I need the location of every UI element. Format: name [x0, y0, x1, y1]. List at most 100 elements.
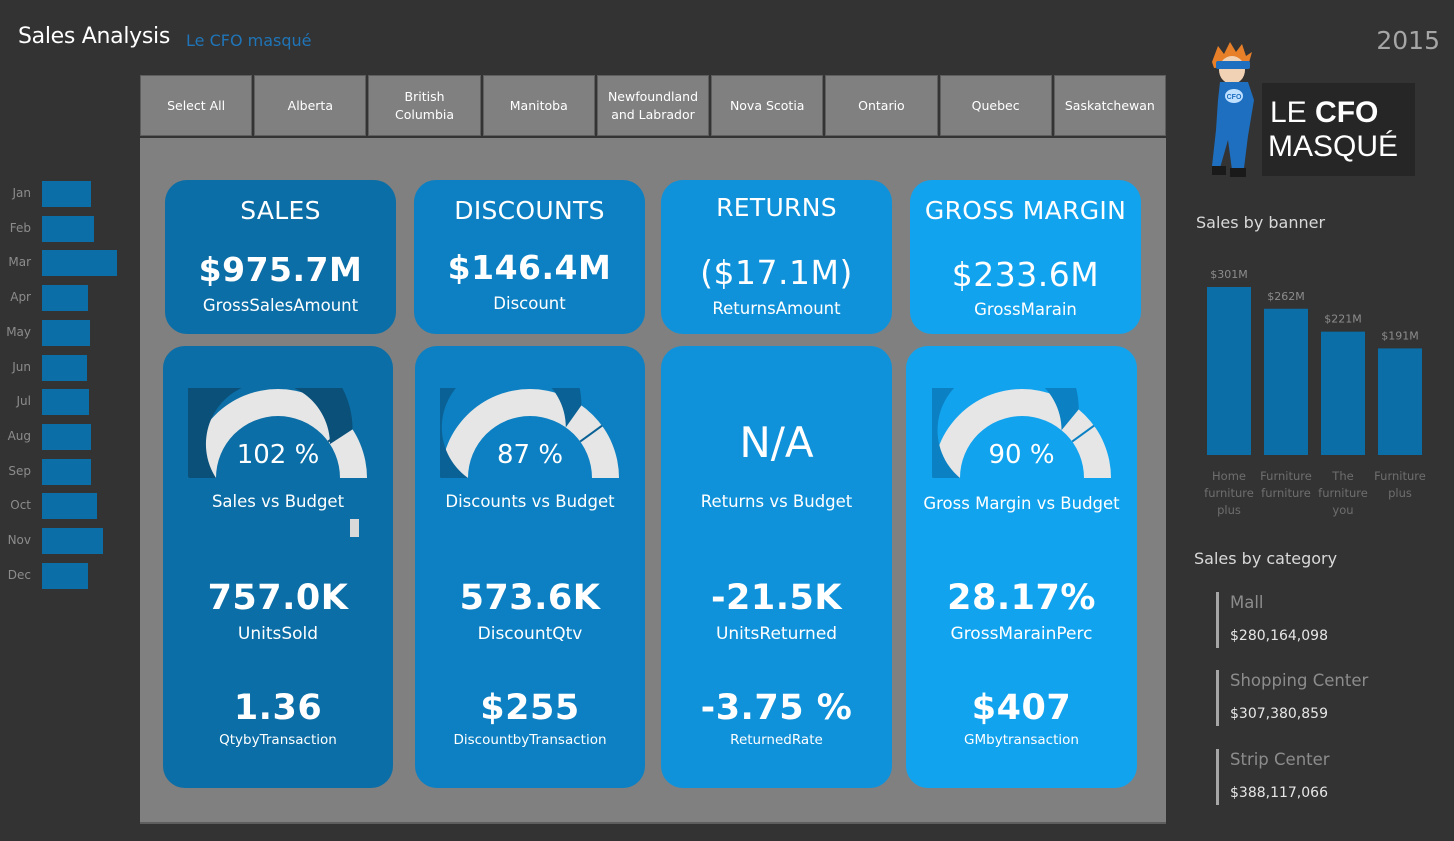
- banner-bar[interactable]: [1321, 331, 1365, 455]
- month-bar-row[interactable]: Jan: [0, 181, 140, 207]
- sales-kpi-card[interactable]: SALES $975.7M GrossSalesAmount: [165, 180, 396, 334]
- slicer-alberta[interactable]: Alberta: [254, 75, 367, 136]
- kpi-value: $233.6M: [951, 255, 1100, 294]
- gauge-label: Gross Margin vs Budget: [923, 494, 1120, 513]
- month-bar[interactable]: [42, 250, 117, 277]
- kpi-title: GROSS MARGIN: [924, 196, 1127, 225]
- metric-value: 757.0K: [207, 578, 349, 618]
- svg-text:LE CFO: LE CFO: [1270, 96, 1378, 129]
- metric-label: UnitsSold: [237, 624, 319, 644]
- month-label: Feb: [9, 220, 31, 235]
- discounts-detail-card: 87 % Discounts vs Budget 573.6K Discount…: [415, 346, 645, 788]
- category-value: $388,117,066: [1230, 785, 1328, 801]
- month-label: Jun: [12, 359, 31, 374]
- month-label: May: [6, 324, 31, 339]
- category-title: Sales by category: [1194, 549, 1338, 568]
- banner-category-label: plus: [1388, 486, 1412, 500]
- month-bar[interactable]: [42, 389, 89, 416]
- svg-text:CFO: CFO: [1227, 94, 1242, 101]
- month-bar[interactable]: [42, 423, 91, 450]
- province-slicer: Select All Alberta British Columbia Mani…: [140, 75, 1166, 136]
- month-bar[interactable]: [42, 319, 90, 346]
- gauge-label: Discounts vs Budget: [445, 492, 615, 511]
- report-subtitle: Le CFO masqué: [186, 31, 312, 50]
- category-card-shopping-center[interactable]: Shopping Center $307,380,859: [1216, 670, 1439, 726]
- banner-chart-title: Sales by banner: [1196, 213, 1326, 232]
- gauge-fill: [931, 388, 1079, 478]
- kpi-label: Discount: [493, 294, 566, 313]
- banner-category-label: you: [1332, 503, 1353, 517]
- gauge-percent: 90 %: [988, 440, 1055, 470]
- banner-data-label: $262M: [1267, 290, 1305, 303]
- month-bar-row[interactable]: Oct: [0, 493, 140, 520]
- slicer-saskatchewan[interactable]: Saskatchewan: [1053, 75, 1166, 136]
- kpi-label: GrossMarain: [974, 300, 1077, 319]
- month-bar[interactable]: [42, 285, 88, 312]
- slicer-quebec[interactable]: Quebec: [939, 75, 1052, 136]
- month-bar-row[interactable]: Sep: [0, 458, 140, 485]
- gauge-percent: 102 %: [236, 440, 320, 470]
- gauge-target-line: [579, 424, 603, 443]
- month-bar[interactable]: [42, 458, 91, 485]
- month-bar-row[interactable]: Jun: [0, 354, 140, 381]
- kpi-label: ReturnsAmount: [712, 299, 841, 318]
- report-title: Sales Analysis: [18, 24, 170, 49]
- returns-gauge-na: N/A: [739, 418, 814, 467]
- gauge-percent: 87 %: [496, 440, 564, 470]
- banner-bar[interactable]: [1207, 287, 1251, 455]
- month-bar-row[interactable]: Aug: [0, 423, 140, 450]
- slicer-manitoba[interactable]: Manitoba: [482, 75, 595, 136]
- month-bar-row[interactable]: Nov: [0, 528, 140, 554]
- banner-data-label: $301M: [1210, 268, 1248, 281]
- metric-label: UnitsReturned: [715, 624, 838, 644]
- slicer-british-columbia[interactable]: British Columbia: [368, 75, 481, 136]
- month-bar-row[interactable]: Jul: [0, 389, 140, 416]
- scroll-indicator[interactable]: [350, 519, 359, 537]
- discounts-kpi-card[interactable]: DISCOUNTS $146.4M Discount: [414, 180, 645, 334]
- monthly-sales-chart: Jan Feb Mar Apr May Jun Jul Aug Sep Oct Nov Dec: [0, 181, 140, 591]
- gauge-label: Sales vs Budget: [211, 492, 345, 511]
- banner-category-label: Home: [1212, 469, 1246, 483]
- kpi-title: RETURNS: [716, 193, 837, 222]
- gauge-target-line: [1071, 424, 1095, 443]
- month-bar-row[interactable]: Feb: [0, 215, 140, 242]
- banner-data-label: $221M: [1324, 313, 1362, 326]
- month-bar[interactable]: [42, 354, 87, 381]
- month-bar-row[interactable]: May: [0, 319, 140, 346]
- sales-budget-gauge: [188, 388, 367, 478]
- month-bar[interactable]: [42, 562, 88, 589]
- month-label: Oct: [10, 498, 31, 513]
- slicer-nova-scotia[interactable]: Nova Scotia: [711, 75, 824, 136]
- month-bar[interactable]: [42, 215, 94, 242]
- discounts-budget-gauge: [440, 388, 619, 478]
- category-name: Shopping Center: [1230, 671, 1369, 690]
- sales-by-banner-chart: $301M Home furniture plus $262M Furniture furn…: [1204, 268, 1426, 517]
- slicer-select-all[interactable]: Select All: [140, 75, 253, 136]
- metric-value: $255: [480, 688, 580, 728]
- category-card-strip-center[interactable]: Strip Center $388,117,066: [1216, 749, 1439, 805]
- banner-category-label: plus: [1217, 503, 1241, 517]
- month-label: Dec: [7, 567, 31, 582]
- month-label: Aug: [7, 428, 31, 443]
- gross-margin-budget-gauge: [931, 388, 1111, 478]
- slicer-newfoundland-labrador[interactable]: Newfoundland and Labrador: [596, 75, 710, 136]
- banner-bar[interactable]: [1378, 348, 1422, 455]
- svg-text:MASQUÉ: MASQUÉ: [1268, 130, 1398, 163]
- month-bar-row[interactable]: Mar: [0, 250, 140, 277]
- returns-kpi-card[interactable]: RETURNS ($17.1M) ReturnsAmount: [661, 180, 892, 334]
- kpi-value: $975.7M: [198, 250, 363, 289]
- month-label: Jan: [12, 186, 32, 200]
- month-bar[interactable]: [42, 181, 91, 207]
- gross-margin-kpi-card[interactable]: GROSS MARGIN $233.6M GrossMarain: [910, 180, 1141, 334]
- banner-category-label: furniture: [1318, 486, 1368, 500]
- banner-bar[interactable]: [1264, 308, 1308, 455]
- month-bar[interactable]: [42, 493, 97, 520]
- gauge-target-line: [327, 424, 351, 443]
- month-bar-row[interactable]: Apr: [0, 285, 140, 312]
- month-label: Apr: [10, 290, 31, 305]
- banner-category-label: Furniture: [1374, 469, 1426, 483]
- category-card-mall[interactable]: Mall $280,164,098: [1216, 592, 1439, 648]
- slicer-ontario[interactable]: Ontario: [825, 75, 938, 136]
- month-bar[interactable]: [42, 528, 103, 554]
- month-bar-row[interactable]: Dec: [0, 562, 140, 589]
